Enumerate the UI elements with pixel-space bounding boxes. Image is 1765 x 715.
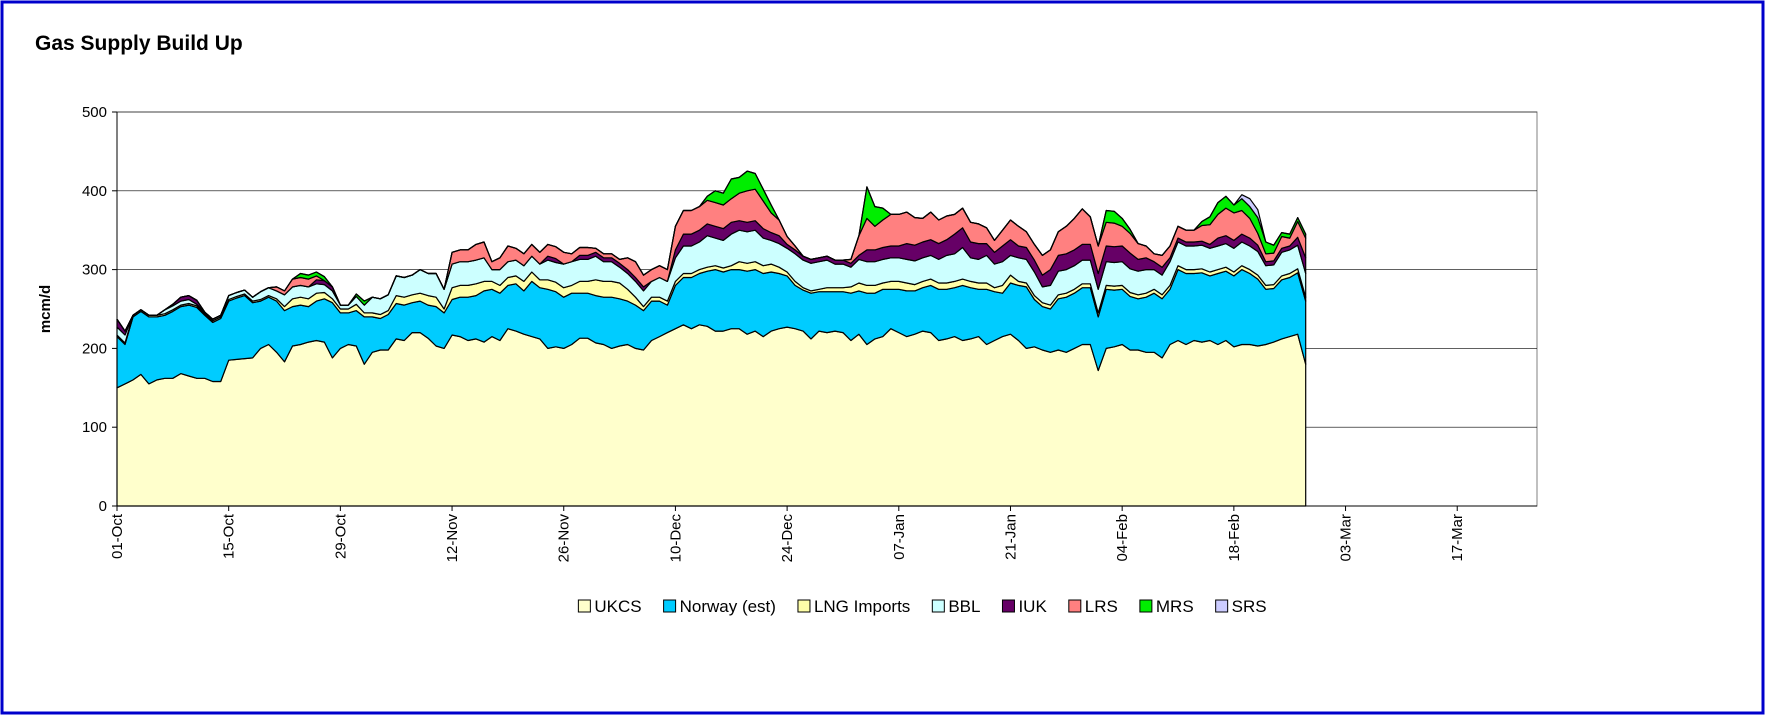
legend-swatch bbox=[1215, 599, 1229, 613]
x-tick-label: 24-Dec bbox=[779, 514, 796, 563]
x-tick-label: 17-Mar bbox=[1449, 514, 1466, 562]
y-tick-label: 200 bbox=[82, 340, 107, 357]
chart-title: Gas Supply Build Up bbox=[35, 32, 243, 55]
x-tick-label: 03-Mar bbox=[1338, 514, 1355, 562]
legend-swatch bbox=[1001, 599, 1015, 613]
legend-label: LNG Imports bbox=[814, 597, 910, 616]
legend-item: LNG Imports bbox=[797, 597, 910, 616]
y-tick-label: 100 bbox=[82, 419, 107, 436]
x-tick-label: 01-Oct bbox=[109, 513, 126, 559]
legend-label: MRS bbox=[1156, 597, 1194, 616]
area bbox=[116, 170, 1307, 332]
x-tick-label: 10-Dec bbox=[667, 514, 684, 563]
legend-swatch bbox=[931, 599, 945, 613]
legend-label: IUK bbox=[1018, 597, 1047, 616]
legend-swatch bbox=[577, 599, 591, 613]
x-tick-label: 15-Oct bbox=[221, 513, 238, 559]
y-tick-label: 0 bbox=[99, 498, 107, 515]
area bbox=[116, 324, 1307, 507]
y-axis-label: mcm/d bbox=[37, 285, 54, 333]
legend-item: BBL bbox=[931, 597, 980, 616]
legend-item: LRS bbox=[1068, 597, 1118, 616]
legend-item: UKCS bbox=[577, 597, 642, 616]
legend-item: SRS bbox=[1215, 597, 1267, 616]
legend-swatch bbox=[663, 599, 677, 613]
legend-swatch bbox=[1068, 599, 1082, 613]
legend-swatch bbox=[1139, 599, 1153, 613]
x-tick-label: 07-Jan bbox=[891, 514, 908, 560]
legend-label: BBL bbox=[948, 597, 980, 616]
x-tick-label: 21-Jan bbox=[1002, 514, 1019, 560]
legend-item: IUK bbox=[1001, 597, 1047, 616]
legend-label: UKCS bbox=[594, 597, 641, 616]
legend-swatch bbox=[797, 599, 811, 613]
y-tick-label: 400 bbox=[82, 183, 107, 200]
x-tick-label: 12-Nov bbox=[444, 514, 461, 563]
y-tick-label: 500 bbox=[82, 104, 107, 121]
y-tick-label: 300 bbox=[82, 262, 107, 279]
x-tick-label: 26-Nov bbox=[556, 514, 573, 563]
legend-label: Norway (est) bbox=[680, 597, 776, 616]
x-tick-label: 04-Feb bbox=[1114, 514, 1131, 562]
legend-item: MRS bbox=[1139, 597, 1194, 616]
x-tick-label: 18-Feb bbox=[1226, 514, 1243, 562]
legend-label: LRS bbox=[1085, 597, 1118, 616]
legend-item: Norway (est) bbox=[663, 597, 776, 616]
legend-label: SRS bbox=[1232, 597, 1267, 616]
x-tick-label: 29-Oct bbox=[332, 513, 349, 559]
